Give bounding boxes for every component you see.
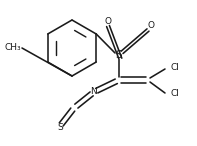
Text: N: N — [91, 87, 97, 97]
Text: Cl: Cl — [171, 89, 179, 99]
Text: S: S — [57, 124, 63, 133]
Text: Cl: Cl — [171, 64, 179, 73]
Text: CH₃: CH₃ — [4, 44, 21, 53]
Text: S: S — [116, 50, 122, 60]
Text: O: O — [148, 21, 154, 31]
Text: O: O — [104, 16, 112, 26]
